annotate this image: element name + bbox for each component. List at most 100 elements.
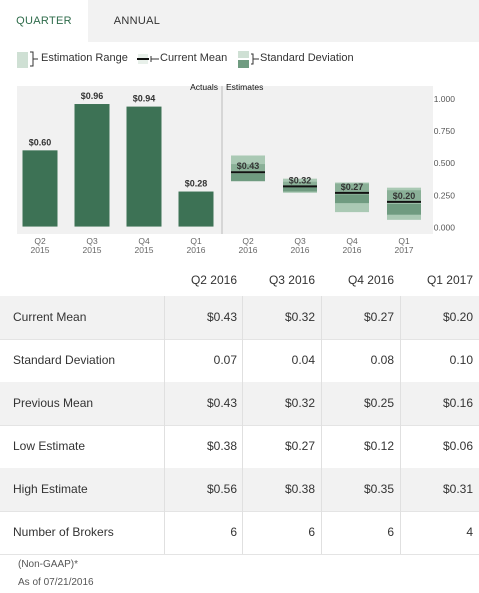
- column-divider: [242, 468, 243, 511]
- column-divider: [321, 511, 322, 554]
- column-divider: [242, 339, 243, 382]
- row-label: Current Mean: [13, 310, 87, 324]
- table-cell: 6: [387, 525, 394, 539]
- legend-range-label: Estimation Range: [41, 52, 128, 64]
- column-divider: [321, 339, 322, 382]
- actual-bar: [178, 191, 214, 227]
- x-tick-year: 2016: [291, 245, 310, 255]
- actual-bar: [74, 104, 110, 227]
- x-tick-year: 2015: [31, 245, 50, 255]
- x-tick-quarter: Q2: [34, 236, 46, 246]
- table-row: Previous Mean $0.43 $0.32 $0.25 $0.16: [0, 382, 479, 426]
- table-cell: $0.38: [206, 439, 237, 453]
- std-deviation-band: [283, 181, 317, 186]
- legend-std-label: Standard Deviation: [260, 52, 354, 64]
- column-divider: [164, 382, 165, 425]
- table-row: High Estimate $0.56 $0.38 $0.35 $0.31: [0, 468, 479, 512]
- std-deviation-band: [231, 164, 265, 172]
- x-tick-quarter: Q2: [242, 236, 254, 246]
- table-cell: $0.27: [363, 310, 394, 324]
- column-divider: [242, 382, 243, 425]
- x-tick-quarter: Q1: [398, 236, 410, 246]
- row-label: Standard Deviation: [13, 353, 116, 367]
- column-divider: [164, 425, 165, 468]
- estimate-value-label: $0.20: [393, 191, 416, 201]
- column-divider: [400, 425, 401, 468]
- table-cell: $0.06: [442, 439, 473, 453]
- table-cell: $0.38: [284, 482, 315, 496]
- table-row: Current Mean $0.43 $0.32 $0.27 $0.20: [0, 296, 479, 340]
- row-label: Low Estimate: [13, 439, 86, 453]
- table-cell: $0.32: [284, 396, 315, 410]
- x-tick-quarter: Q3: [86, 236, 98, 246]
- actual-bar: [22, 150, 58, 227]
- bar-value-label: $0.60: [29, 137, 52, 147]
- bar-value-label: $0.94: [133, 94, 156, 104]
- column-divider: [400, 382, 401, 425]
- x-tick-quarter: Q4: [138, 236, 150, 246]
- table-cell: $0.31: [442, 482, 473, 496]
- table-cell: $0.25: [363, 396, 394, 410]
- x-tick-quarter: Q3: [294, 236, 306, 246]
- tab-quarter[interactable]: QUARTER: [0, 0, 88, 42]
- table-cell: $0.20: [442, 310, 473, 324]
- estimate-value-label: $0.43: [237, 161, 260, 171]
- column-divider: [242, 511, 243, 554]
- column-divider: [321, 382, 322, 425]
- y-tick-label: 0.750: [434, 126, 456, 136]
- std-deviation-band: [231, 173, 265, 182]
- table-cell: $0.35: [363, 482, 394, 496]
- x-tick-quarter: Q4: [346, 236, 358, 246]
- column-divider: [242, 296, 243, 339]
- column-divider: [164, 468, 165, 511]
- column-divider: [164, 511, 165, 554]
- row-label: High Estimate: [13, 482, 88, 496]
- legend-mean-label: Current Mean: [160, 52, 228, 64]
- std-deviation-band: [387, 203, 421, 215]
- col-header: Q2 2016: [190, 273, 237, 287]
- y-tick-label: 0.250: [434, 190, 456, 200]
- column-divider: [400, 296, 401, 339]
- table-cell: 0.10: [449, 353, 473, 367]
- table-cell: 4: [466, 525, 473, 539]
- table-cell: $0.43: [206, 396, 237, 410]
- x-tick-year: 2017: [395, 245, 414, 255]
- table-row: Standard Deviation 0.07 0.04 0.08 0.10: [0, 339, 479, 383]
- table-cell: $0.16: [442, 396, 473, 410]
- range-swatch-icon: [17, 51, 38, 68]
- y-tick-label: 0.000: [434, 223, 456, 233]
- tab-annual[interactable]: ANNUAL: [113, 15, 161, 27]
- table-header: Q2 2016 Q3 2016 Q4 2016 Q1 2017: [0, 266, 479, 296]
- std-deviation-band: [387, 190, 421, 201]
- estimate-value-label: $0.32: [289, 175, 312, 185]
- gaap-note: (Non-GAAP)*: [18, 559, 79, 570]
- estimate-value-label: $0.27: [341, 182, 364, 192]
- estimates-label: Estimates: [226, 82, 263, 92]
- x-tick-year: 2016: [343, 245, 362, 255]
- table-cell: 0.08: [370, 353, 394, 367]
- x-tick-quarter: Q1: [190, 236, 202, 246]
- y-tick-label: 1.000: [434, 94, 456, 104]
- col-header: Q1 2017: [426, 273, 473, 287]
- as-of-date: As of 07/21/2016: [18, 577, 94, 588]
- table-cell: $0.43: [206, 310, 237, 324]
- row-label: Number of Brokers: [13, 525, 114, 539]
- period-tabs: QUARTER ANNUAL: [0, 0, 479, 42]
- column-divider: [164, 339, 165, 382]
- column-divider: [321, 425, 322, 468]
- table-cell: $0.12: [363, 439, 394, 453]
- y-tick-label: 0.500: [434, 158, 456, 168]
- row-label: Previous Mean: [13, 396, 94, 410]
- table-row: Low Estimate $0.38 $0.27 $0.12 $0.06: [0, 425, 479, 469]
- mean-swatch-icon: [137, 54, 159, 64]
- column-divider: [400, 511, 401, 554]
- actuals-label: Actuals: [190, 82, 218, 92]
- column-divider: [321, 296, 322, 339]
- column-divider: [164, 296, 165, 339]
- table-cell: 6: [230, 525, 237, 539]
- column-divider: [321, 468, 322, 511]
- table-row: Number of Brokers 6 6 6 4: [0, 511, 479, 555]
- std-deviation-band: [283, 187, 317, 192]
- std-swatch-icon: [238, 51, 259, 68]
- bar-value-label: $0.96: [81, 91, 104, 101]
